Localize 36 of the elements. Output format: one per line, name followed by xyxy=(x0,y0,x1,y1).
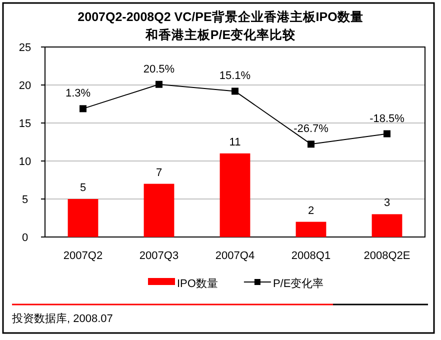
y-tick-label: 10 xyxy=(18,156,32,168)
point xyxy=(156,80,162,88)
data-label: 20.5% xyxy=(143,63,175,76)
data-label: 5 xyxy=(80,182,86,194)
y-tick-label: 25 xyxy=(18,42,32,54)
point xyxy=(232,88,238,95)
bar xyxy=(220,153,250,237)
x-tick-label: 2008Q2E xyxy=(364,250,410,262)
point xyxy=(384,130,390,138)
chart-subtitle: 和香港主板P/E变化率比较 xyxy=(144,27,297,42)
y-tick-label: 5 xyxy=(22,194,28,206)
x-tick-label: 2007Q3 xyxy=(139,250,179,262)
y-tick-label: 0 xyxy=(22,232,28,244)
legend-label: IPO数量 xyxy=(177,278,218,290)
x-tick-label: 2008Q1 xyxy=(291,250,331,262)
legend-label: P/E变化率 xyxy=(272,277,324,290)
data-label: 7 xyxy=(156,166,162,179)
chart-title: 2007Q2-2008Q2 VC/PE背景企业香港主板IPO数量 xyxy=(78,9,364,24)
text: 投资数据库, 2008.07 xyxy=(11,312,113,325)
y-tick-label: 20 xyxy=(18,80,32,92)
bar xyxy=(296,222,326,237)
data-label: 1.3% xyxy=(65,88,91,100)
data-label: -26.7% xyxy=(294,123,329,136)
data-label: -18.5% xyxy=(370,112,405,125)
bar xyxy=(144,184,174,237)
point xyxy=(80,105,86,112)
data-label: 15.1% xyxy=(219,70,251,82)
bar xyxy=(372,214,402,237)
point xyxy=(308,140,314,148)
x-tick-label: 2007Q2 xyxy=(63,250,103,262)
bar xyxy=(68,199,98,237)
y-tick-label: 15 xyxy=(18,118,32,130)
data-label: 3 xyxy=(384,197,390,210)
data-label: 2 xyxy=(308,204,314,217)
x-tick-label: 2007Q4 xyxy=(215,250,255,262)
data-label: 11 xyxy=(229,136,241,148)
